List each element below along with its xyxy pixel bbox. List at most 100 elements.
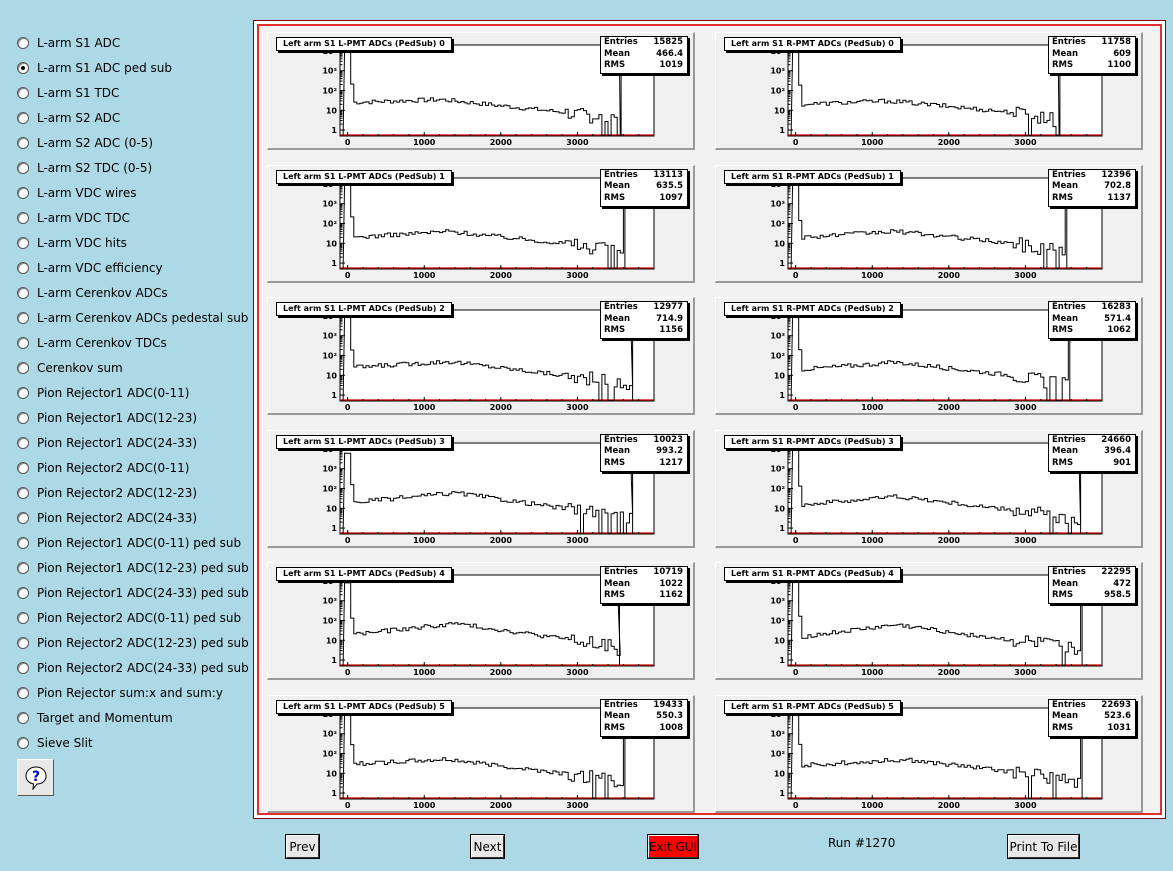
sidebar-radio-item[interactable]: Pion Rejector1 ADC(24-33) (17, 433, 197, 453)
sidebar-radio-item[interactable]: Sieve Slit (17, 733, 93, 753)
histogram-pad[interactable]: 0 1000 2000 3000 1 10 10² 10³ 10⁴ Left arm S1 R-P… (715, 32, 1143, 150)
histogram-canvas[interactable]: 0 1000 2000 3000 1 10 10² 10³ 10⁴ Left arm S1 L-P… (253, 20, 1166, 819)
radio-button[interactable] (17, 537, 29, 549)
histogram-pad[interactable]: 0 1000 2000 3000 1 10 10² 10³ 10⁴ Left arm S1 R-P… (715, 562, 1143, 680)
sidebar-radio-item[interactable]: L-arm VDC wires (17, 183, 136, 203)
radio-button[interactable] (17, 487, 29, 499)
histogram-pad[interactable]: 0 1000 2000 3000 1 10 10² 10³ 10⁴ Left arm S1 L-P… (267, 429, 695, 548)
stat-label: RMS (604, 60, 626, 70)
y-tick-label: 10 (326, 239, 338, 248)
print-to-file-button[interactable]: Print To File (1007, 834, 1080, 859)
radio-button[interactable] (17, 512, 29, 524)
radio-button[interactable] (17, 137, 29, 149)
sidebar-radio-item[interactable]: Pion Rejector1 ADC(0-11) ped sub (17, 533, 241, 553)
x-tick-label: 3000 (566, 138, 589, 147)
stat-label: Mean (1052, 711, 1079, 721)
radio-button[interactable] (17, 237, 29, 249)
radio-button[interactable] (17, 162, 29, 174)
radio-button[interactable] (17, 462, 29, 474)
sidebar-radio-item[interactable]: Target and Momentum (17, 708, 173, 728)
histogram-pad[interactable]: 0 1000 2000 3000 1 10 10² 10³ 10⁴ Left arm S1 R-P… (715, 694, 1143, 813)
sidebar-radio-item[interactable]: L-arm VDC efficiency (17, 258, 163, 278)
y-tick-label: 10⁴ (322, 179, 337, 188)
histogram-plot: 0 1000 2000 3000 1 10 10² 10³ 10⁴ (770, 574, 1103, 677)
histogram-pad[interactable]: 0 1000 2000 3000 1 10 10² 10³ 10⁴ Left arm S1 L-P… (267, 297, 695, 415)
sidebar-radio-item[interactable]: L-arm VDC hits (17, 233, 127, 253)
radio-button[interactable] (17, 287, 29, 299)
stat-label: Entries (604, 37, 638, 47)
radio-button[interactable] (17, 612, 29, 624)
radio-button[interactable] (17, 712, 29, 724)
radio-button[interactable] (17, 737, 29, 749)
sidebar-radio-item[interactable]: L-arm Cerenkov ADCs pedestal sub (17, 308, 248, 328)
radio-button[interactable] (17, 262, 29, 274)
sidebar-radio-item[interactable]: Pion Rejector2 ADC(0-11) (17, 458, 189, 478)
histogram-pad[interactable]: 0 1000 2000 3000 1 10 10² 10³ 10⁴ Left arm S1 L-P… (267, 32, 695, 150)
sidebar-radio-item[interactable]: L-arm S2 ADC (17, 108, 120, 128)
histogram-title: Left arm S1 R-PMT ADCs (PedSub) 2 (724, 302, 901, 316)
stat-value: 12396 (1101, 169, 1131, 180)
sidebar-radio-item[interactable]: L-arm S2 TDC (0-5) (17, 158, 152, 178)
histogram-pad[interactable]: 0 1000 2000 3000 1 10 10² 10³ 10⁴ Left arm S1 L-P… (267, 694, 695, 813)
next-button[interactable]: Next (470, 834, 505, 859)
radio-button[interactable] (17, 587, 29, 599)
stat-row-mean: Mean 702.8 (1049, 181, 1135, 193)
help-button[interactable]: ? (17, 759, 54, 796)
exit-gui-button[interactable]: Exit GUI (647, 834, 699, 859)
sidebar-radio-item[interactable]: L-arm S1 ADC (17, 33, 120, 53)
radio-button[interactable] (17, 112, 29, 124)
run-number-label: Run #1270 (828, 836, 896, 850)
radio-button[interactable] (17, 387, 29, 399)
sidebar-radio-item[interactable]: Pion Rejector sum:x and sum:y (17, 683, 223, 703)
radio-button[interactable] (17, 437, 29, 449)
radio-button[interactable] (17, 637, 29, 649)
radio-button[interactable] (17, 212, 29, 224)
radio-label: L-arm Cerenkov ADCs pedestal sub (37, 311, 249, 325)
sidebar-radio-item[interactable]: L-arm VDC TDC (17, 208, 130, 228)
radio-label: Pion Rejector2 ADC(0-11) ped sub (37, 611, 242, 625)
histogram-pad[interactable]: 0 1000 2000 3000 1 10 10² 10³ 10⁴ Left arm S1 R-P… (715, 164, 1143, 283)
radio-button[interactable] (17, 687, 29, 699)
histogram-title: Left arm S1 L-PMT ADCs (PedSub) 1 (276, 169, 452, 184)
histogram-line (790, 311, 1071, 402)
sidebar-radio-item[interactable]: Cerenkov sum (17, 358, 123, 378)
y-tick-label: 10 (774, 636, 786, 645)
radio-button[interactable] (17, 412, 29, 424)
radio-button[interactable] (17, 312, 29, 324)
prev-button[interactable]: Prev (285, 834, 320, 859)
histogram-pad[interactable]: 0 1000 2000 3000 1 10 10² 10³ 10⁴ Left arm S1 L-P… (267, 164, 695, 283)
sidebar-radio-item[interactable]: Pion Rejector2 ADC(12-23) ped sub (17, 633, 249, 653)
sidebar-radio-item[interactable]: Pion Rejector1 ADC(12-23) (17, 408, 197, 428)
sidebar-radio-item[interactable]: Pion Rejector2 ADC(0-11) ped sub (17, 608, 241, 628)
histogram-pad[interactable]: 0 1000 2000 3000 1 10 10² 10³ 10⁴ Left arm S1 R-P… (715, 429, 1143, 548)
radio-button[interactable] (17, 87, 29, 99)
sidebar-radio-item[interactable]: L-arm S1 ADC ped sub (17, 58, 172, 78)
sidebar-radio-item[interactable]: Pion Rejector1 ADC(12-23) ped sub (17, 558, 249, 578)
radio-button[interactable] (17, 37, 29, 49)
x-tick-label: 0 (793, 138, 799, 147)
sidebar-radio-item[interactable]: Pion Rejector2 ADC(24-33) ped sub (17, 658, 249, 678)
y-tick-label: 1 (331, 656, 337, 665)
radio-button[interactable] (17, 662, 29, 674)
radio-button[interactable] (17, 337, 29, 349)
sidebar-radio-item[interactable]: Pion Rejector2 ADC(24-33) (17, 508, 197, 528)
radio-button[interactable] (17, 562, 29, 574)
radio-button[interactable] (17, 187, 29, 199)
histogram-pad[interactable]: 0 1000 2000 3000 1 10 10² 10³ 10⁴ Left arm S1 R-P… (715, 297, 1143, 415)
radio-button[interactable] (17, 362, 29, 374)
stat-value: 16283 (1101, 302, 1131, 312)
stat-label: Mean (1052, 578, 1079, 589)
radio-button[interactable] (17, 62, 29, 74)
histogram-pad[interactable]: 0 1000 2000 3000 1 10 10² 10³ 10⁴ Left arm S1 L-P… (267, 562, 695, 680)
sidebar-radio-item[interactable]: L-arm S2 ADC (0-5) (17, 133, 153, 153)
x-tick-label: 0 (793, 271, 799, 280)
sidebar-radio-item[interactable]: Pion Rejector1 ADC(24-33) ped sub (17, 583, 249, 603)
sidebar-radio-item[interactable]: Pion Rejector1 ADC(0-11) (17, 383, 189, 403)
sidebar-radio-item[interactable]: L-arm Cerenkov ADCs (17, 283, 168, 303)
stat-value: 571.4 (1104, 313, 1131, 324)
stat-value: 15825 (653, 37, 683, 47)
x-tick-label: 2000 (490, 403, 513, 412)
sidebar-radio-item[interactable]: Pion Rejector2 ADC(12-23) (17, 483, 197, 503)
sidebar-radio-item[interactable]: L-arm S1 TDC (17, 83, 119, 103)
sidebar-radio-item[interactable]: L-arm Cerenkov TDCs (17, 333, 167, 353)
